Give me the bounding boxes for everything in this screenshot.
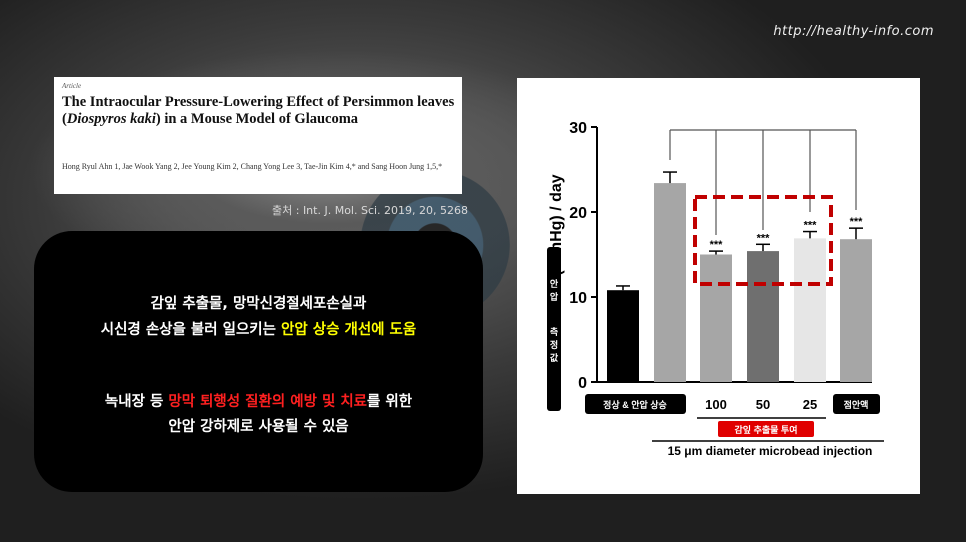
- bar-2: [700, 254, 732, 382]
- site-url: http://healthy-info.com: [773, 24, 934, 39]
- treatment-label: 감잎 추출물 투여: [735, 424, 798, 435]
- y-tick-label: 0: [578, 375, 587, 392]
- summary-box: 감잎 추출물, 망막신경절세포손실과 시신경 손상을 불러 일으키는 안압 상승…: [34, 231, 483, 492]
- article-kind: Article: [62, 82, 82, 90]
- treatment-pill: [718, 421, 814, 437]
- injection-label: 15 μm diameter microbead injection: [668, 444, 873, 458]
- x-label-dose-50: 50: [756, 397, 770, 412]
- y-tick-label: 20: [569, 205, 587, 222]
- y-tick-label: 10: [569, 290, 587, 307]
- significance-label-5: ***: [850, 216, 864, 228]
- bar-0: [607, 290, 639, 382]
- summary-line-2: 시신경 손상을 불러 일으키는 안압 상승 개선에 도움: [100, 322, 417, 338]
- highlight-yellow: 안압 상승 개선에 도움: [281, 322, 417, 338]
- y-side-label: 안압 측정값: [547, 247, 561, 411]
- x-label-dose-25: 25: [803, 397, 817, 412]
- article-title: The Intraocular Pressure-Lowering Effect…: [62, 94, 455, 127]
- y-axis-unit-label: (mmHg) / day: [548, 174, 565, 275]
- source-citation: 출처 : Int. J. Mol. Sci. 2019, 20, 5268: [272, 204, 469, 217]
- highlight-red: 망막 퇴행성 질환의 예방 및 치료: [168, 394, 368, 410]
- x-label-left: 정상 & 안압 상승: [603, 399, 667, 410]
- article-header-card: Article The Intraocular Pressure-Lowerin…: [54, 77, 462, 194]
- summary-line-4: 안압 강하제로 사용될 수 있음: [168, 419, 349, 435]
- significance-label-2: ***: [710, 239, 724, 251]
- highlight-dashed-box: [693, 195, 833, 286]
- significance-label-4: ***: [804, 220, 818, 232]
- summary-line-1: 감잎 추출물, 망막신경절세포손실과: [150, 296, 367, 312]
- article-authors: Hong Ryul Ahn 1, Jae Wook Yang 2, Jee Yo…: [62, 162, 443, 171]
- x-label-dose-100: 100: [705, 397, 727, 412]
- x-label-pill-right: [833, 394, 880, 414]
- significance-label-3: ***: [757, 232, 771, 244]
- x-label-pill-left: [585, 394, 686, 414]
- y-tick-label: 30: [569, 120, 587, 137]
- species-name: Diospyros kaki: [66, 111, 156, 127]
- bar-4: [794, 238, 826, 382]
- bar-3: [747, 251, 779, 382]
- summary-line-3: 녹내장 등 망막 퇴행성 질환의 예방 및 치료를 위한: [104, 394, 413, 410]
- x-label-right: 점안액: [844, 399, 869, 410]
- bar-1: [654, 183, 686, 382]
- bar-5: [840, 239, 872, 382]
